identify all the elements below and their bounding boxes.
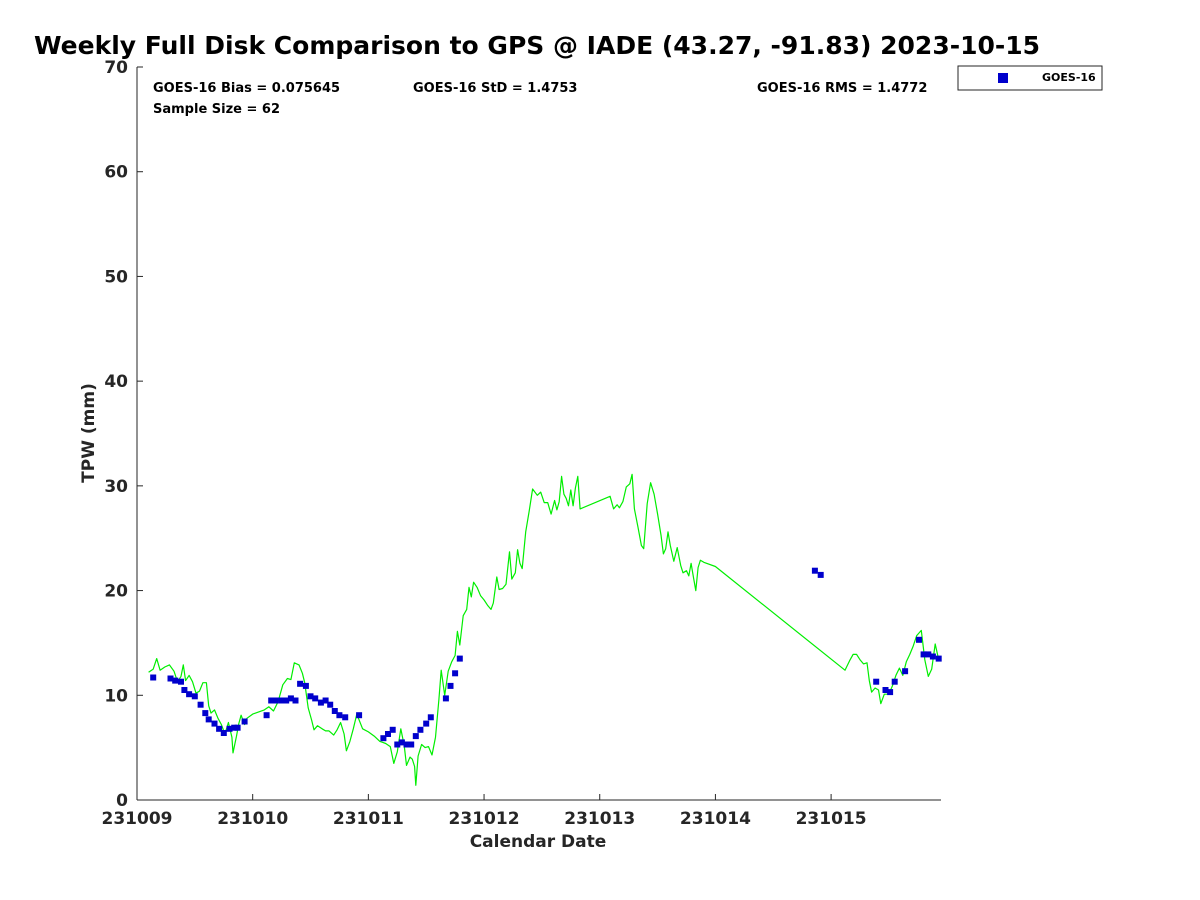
goes-16-point: [172, 677, 179, 684]
y-tick-label: 10: [104, 686, 128, 706]
goes-16-point: [882, 687, 889, 693]
goes-16-point: [380, 735, 387, 742]
x-tick-label: 231010: [217, 809, 288, 829]
goes-16-point: [447, 682, 454, 689]
y-tick-label: 60: [104, 163, 128, 183]
goes-16-point: [811, 567, 818, 574]
goes-16-point: [197, 701, 204, 708]
goes-16-point: [342, 714, 349, 721]
goes-16-point: [202, 710, 209, 717]
goes-16-point: [191, 693, 198, 700]
goes-16-point: [181, 687, 188, 693]
goes-16-point: [231, 724, 238, 731]
goes-16-point: [287, 695, 294, 702]
x-tick-label: 231012: [449, 809, 520, 829]
goes-16-point: [234, 724, 241, 731]
y-tick-label: 30: [104, 477, 128, 497]
goes-16-point: [178, 678, 184, 685]
goes-16-point: [331, 708, 338, 714]
goes-16-point: [456, 655, 463, 662]
gps-series-line-layer: [148, 473, 942, 786]
y-tick-label: 40: [104, 372, 128, 392]
y-tick-label: 0: [116, 791, 128, 811]
goes-16-point: [408, 741, 415, 748]
goes-16-point: [220, 730, 227, 736]
y-ticks: 0 10 20 30 40 50 60 70: [104, 58, 143, 811]
goes-series-points-layer: [150, 567, 942, 748]
x-tick-label: 231015: [796, 809, 867, 829]
goes-16-point: [891, 678, 898, 685]
goes-16-point: [887, 689, 894, 696]
goes-16-point: [385, 731, 391, 737]
stat-rms: GOES-16 RMS = 1.4772: [757, 81, 927, 96]
goes-16-point: [272, 697, 279, 704]
goes-16-point: [167, 675, 174, 682]
stat-sample-size: Sample Size = 62: [153, 102, 280, 117]
plot-area: [137, 67, 941, 800]
y-tick-label: 20: [104, 582, 128, 602]
stat-bias: GOES-16 Bias = 0.075645: [153, 81, 340, 96]
goes-16-point: [205, 716, 212, 723]
goes-16-point: [398, 739, 405, 746]
goes-16-point: [427, 714, 434, 721]
x-tick-label: 231009: [102, 809, 173, 829]
goes-16-point: [216, 725, 223, 732]
goes-16-point: [283, 697, 290, 704]
goes-16-point: [241, 718, 248, 725]
chart-title: Weekly Full Disk Comparison to GPS @ IAD…: [34, 31, 1040, 60]
x-ticks: 231009 231010 231011 231012 231013 231014 2310…: [102, 794, 867, 829]
goes-16-point: [394, 741, 401, 748]
goes-16-point: [452, 670, 459, 677]
goes-16-point: [423, 720, 430, 727]
goes-16-point: [278, 697, 285, 704]
stat-std: GOES-16 StD = 1.4753: [413, 81, 577, 96]
goes-16-point: [389, 726, 396, 733]
goes-16-point: [442, 695, 449, 702]
goes-16-point: [211, 720, 218, 727]
goes-16-point: [302, 682, 309, 689]
goes-16-point: [297, 680, 304, 687]
legend: GOES-16: [957, 65, 1103, 91]
goes-16-point: [920, 651, 927, 658]
goes-16-point: [817, 571, 824, 578]
goes-16-point: [417, 726, 424, 733]
goes-16-point: [916, 636, 922, 643]
goes-16-point: [403, 741, 410, 748]
goes-16-point: [307, 693, 314, 700]
goes-16-point: [226, 725, 233, 732]
gps-series-line: [148, 473, 942, 786]
goes-16-point: [150, 674, 157, 681]
goes-16-point: [356, 712, 363, 719]
goes-16-point: [336, 712, 343, 719]
goes-16-point: [186, 691, 193, 698]
goes-16-point: [935, 655, 942, 662]
goes-16-point: [263, 712, 270, 719]
legend-box: [957, 65, 1103, 91]
x-tick-label: 231014: [680, 809, 751, 829]
goes-16-point: [322, 697, 329, 704]
y-axis-label: TPW (mm): [79, 383, 99, 483]
x-tick-label: 231011: [333, 809, 404, 829]
goes-16-point: [925, 651, 932, 658]
y-tick-label: 70: [104, 58, 128, 78]
goes-16-point: [873, 678, 880, 685]
goes-16-point: [268, 697, 275, 704]
goes-16-point: [412, 733, 419, 740]
goes-16-point: [317, 699, 324, 706]
x-tick-label: 231013: [564, 809, 635, 829]
legend-marker-goes-16: [998, 73, 1008, 83]
goes-16-point: [312, 695, 319, 702]
goes-16-point: [292, 697, 299, 704]
goes-16-point: [929, 653, 936, 660]
goes-16-point: [902, 668, 909, 675]
legend-label-goes-16: GOES-16: [1042, 71, 1096, 84]
y-tick-label: 50: [104, 267, 128, 287]
goes-16-point: [327, 701, 334, 708]
x-axis-label: Calendar Date: [470, 832, 607, 852]
